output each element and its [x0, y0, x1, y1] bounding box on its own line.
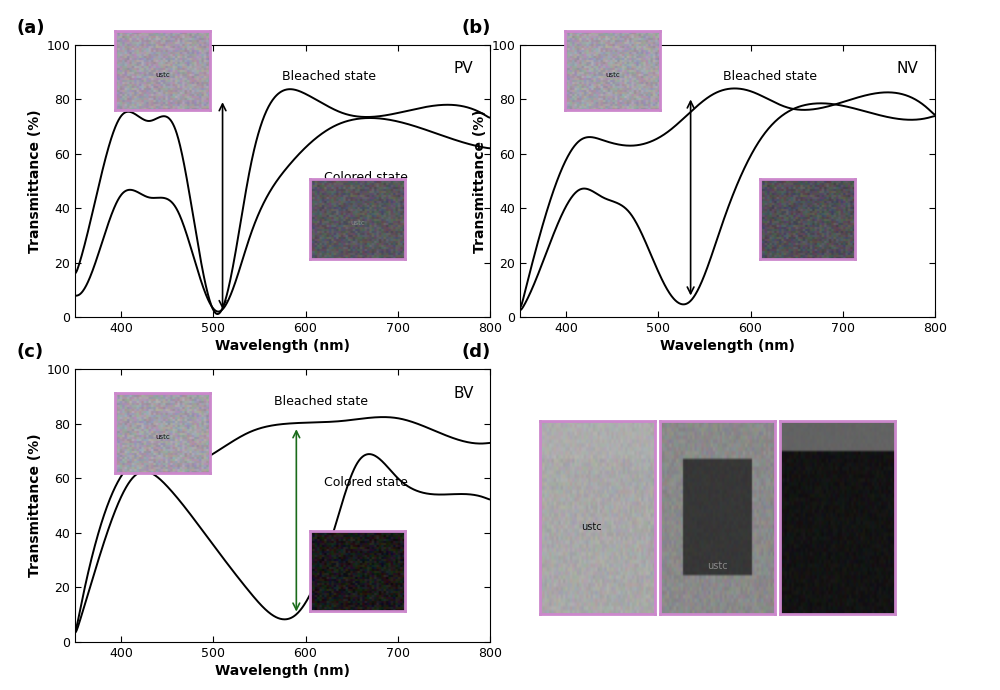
Y-axis label: Transmittance (%): Transmittance (%)	[28, 109, 42, 253]
Text: ustc: ustc	[350, 220, 365, 226]
Text: Colored state: Colored state	[324, 476, 408, 489]
Text: Bleached state: Bleached state	[283, 70, 376, 83]
Text: ustc: ustc	[155, 434, 170, 440]
Text: ustc: ustc	[581, 522, 602, 532]
Y-axis label: Transmittance (%): Transmittance (%)	[28, 433, 42, 578]
Text: PV: PV	[454, 61, 473, 76]
Text: Colored state: Colored state	[765, 179, 849, 193]
Text: Bleached state: Bleached state	[274, 395, 368, 408]
X-axis label: Wavelength (nm): Wavelength (nm)	[215, 664, 350, 678]
Text: ustc: ustc	[707, 561, 728, 571]
Text: Colored state: Colored state	[324, 171, 408, 184]
Y-axis label: Transmittance (%): Transmittance (%)	[473, 109, 487, 253]
X-axis label: Wavelength (nm): Wavelength (nm)	[215, 339, 350, 353]
Text: (b): (b)	[462, 19, 491, 37]
Text: NV: NV	[897, 61, 918, 76]
Text: ustc: ustc	[605, 72, 620, 78]
X-axis label: Wavelength (nm): Wavelength (nm)	[660, 339, 795, 353]
Text: (a): (a)	[17, 19, 45, 37]
Text: BV: BV	[453, 386, 473, 400]
Text: ustc: ustc	[155, 72, 170, 78]
Text: Bleached state: Bleached state	[723, 70, 817, 83]
Text: (c): (c)	[17, 343, 44, 361]
Text: (d): (d)	[462, 343, 491, 361]
